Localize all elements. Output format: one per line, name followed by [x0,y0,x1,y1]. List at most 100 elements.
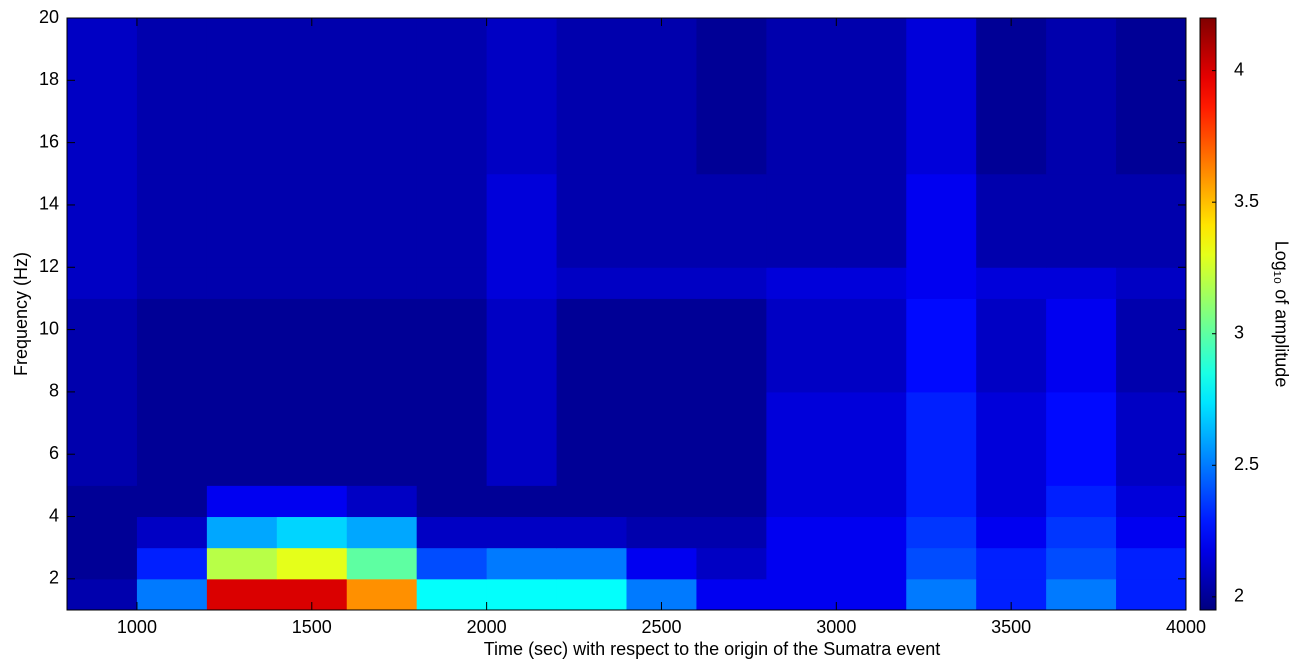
heatmap-cell [976,174,1046,268]
heatmap-cell [976,517,1046,549]
heatmap-cell [417,174,487,268]
heatmap-cell [836,392,906,486]
colorbar-tick-label: 3.5 [1234,191,1259,211]
heatmap-cell [906,392,976,486]
heatmap-cell [836,298,906,392]
heatmap-cell [487,298,557,392]
heatmap-cell [557,579,627,611]
heatmap-cell [696,174,766,268]
heatmap-cell [1046,18,1116,174]
x-tick-label: 1000 [117,617,157,637]
heatmap-cell [277,485,347,517]
heatmap-cell [67,392,137,486]
heatmap-cell [1046,517,1116,549]
heatmap-cell [766,517,836,549]
heatmap-cell [277,298,347,392]
heatmap-cell [836,517,906,549]
colorbar-tick-label: 3 [1234,322,1244,342]
heatmap-cell [557,548,627,580]
heatmap-cell [1046,298,1116,392]
heatmap-cell [696,298,766,392]
heatmap-cell [417,298,487,392]
heatmap-cell [976,392,1046,486]
heatmap-cell [1046,392,1116,486]
y-axis-label: Frequency (Hz) [11,252,31,376]
heatmap-cell [137,18,207,174]
heatmap-cell [906,18,976,174]
x-tick-label: 3000 [816,617,856,637]
heatmap-cell [906,517,976,549]
heatmap-cell [1046,579,1116,611]
heatmap-cell [207,174,277,268]
heatmap-cell [906,548,976,580]
y-tick-label: 2 [49,568,59,588]
heatmap-cell [906,174,976,268]
heatmap-cell [417,517,487,549]
heatmap-cell [487,485,557,517]
heatmap-cell [1116,174,1186,268]
heatmap-cell [207,485,277,517]
heatmap-cell [67,18,137,174]
y-tick-label: 18 [39,69,59,89]
heatmap-cell [557,18,627,174]
heatmap-cell [906,267,976,299]
y-tick-label: 14 [39,194,59,214]
heatmap-cell [696,392,766,486]
heatmap-cell [627,485,697,517]
heatmap-cell [277,548,347,580]
heatmap-cell [277,392,347,486]
x-tick-label: 3500 [991,617,1031,637]
heatmap-cell [1116,548,1186,580]
heatmap-cell [557,485,627,517]
heatmap-cell [836,267,906,299]
heatmap-cell [67,579,137,611]
x-tick-label: 2000 [467,617,507,637]
heatmap-cell [1116,298,1186,392]
heatmap-cell [207,18,277,174]
heatmap-cell [487,267,557,299]
colorbar-tick-label: 2 [1234,586,1244,606]
heatmap-cell [906,579,976,611]
heatmap-cell [557,517,627,549]
heatmap-cell [137,485,207,517]
heatmap-cell [1116,267,1186,299]
heatmap-cell [976,485,1046,517]
heatmap-cell [696,548,766,580]
heatmap-cell [766,392,836,486]
heatmap-cell [627,298,697,392]
heatmap-cell [137,174,207,268]
heatmap-cell [1046,174,1116,268]
colorbar [1200,18,1216,610]
heatmap-cell [696,579,766,611]
heatmap-cell [976,267,1046,299]
heatmap-cell [627,548,697,580]
heatmap-cell [1046,485,1116,517]
heatmap-cell [696,18,766,174]
heatmap-cell [417,392,487,486]
heatmap-cell [347,548,417,580]
heatmap-cell [207,548,277,580]
heatmap-cell [627,174,697,268]
heatmap-cell [627,267,697,299]
heatmap-cell [766,579,836,611]
heatmap-cell [557,174,627,268]
x-axis-label: Time (sec) with respect to the origin of… [484,639,941,659]
x-tick-label: 1500 [292,617,332,637]
y-tick-label: 4 [49,505,59,525]
heatmap-cell [347,392,417,486]
heatmap-cell [67,267,137,299]
y-tick-label: 12 [39,256,59,276]
heatmap-cell [766,267,836,299]
heatmap-cell [557,267,627,299]
heatmap-cell [67,174,137,268]
heatmap-cell [627,18,697,174]
colorbar-tick-label: 4 [1234,59,1244,79]
heatmap-cell [766,174,836,268]
heatmap-cell [487,548,557,580]
x-tick-label: 2500 [641,617,681,637]
heatmap-cell [766,298,836,392]
heatmap-cell [836,485,906,517]
heatmap-cell [487,392,557,486]
colorbar-tick-label: 2.5 [1234,454,1259,474]
heatmap-cell [906,485,976,517]
